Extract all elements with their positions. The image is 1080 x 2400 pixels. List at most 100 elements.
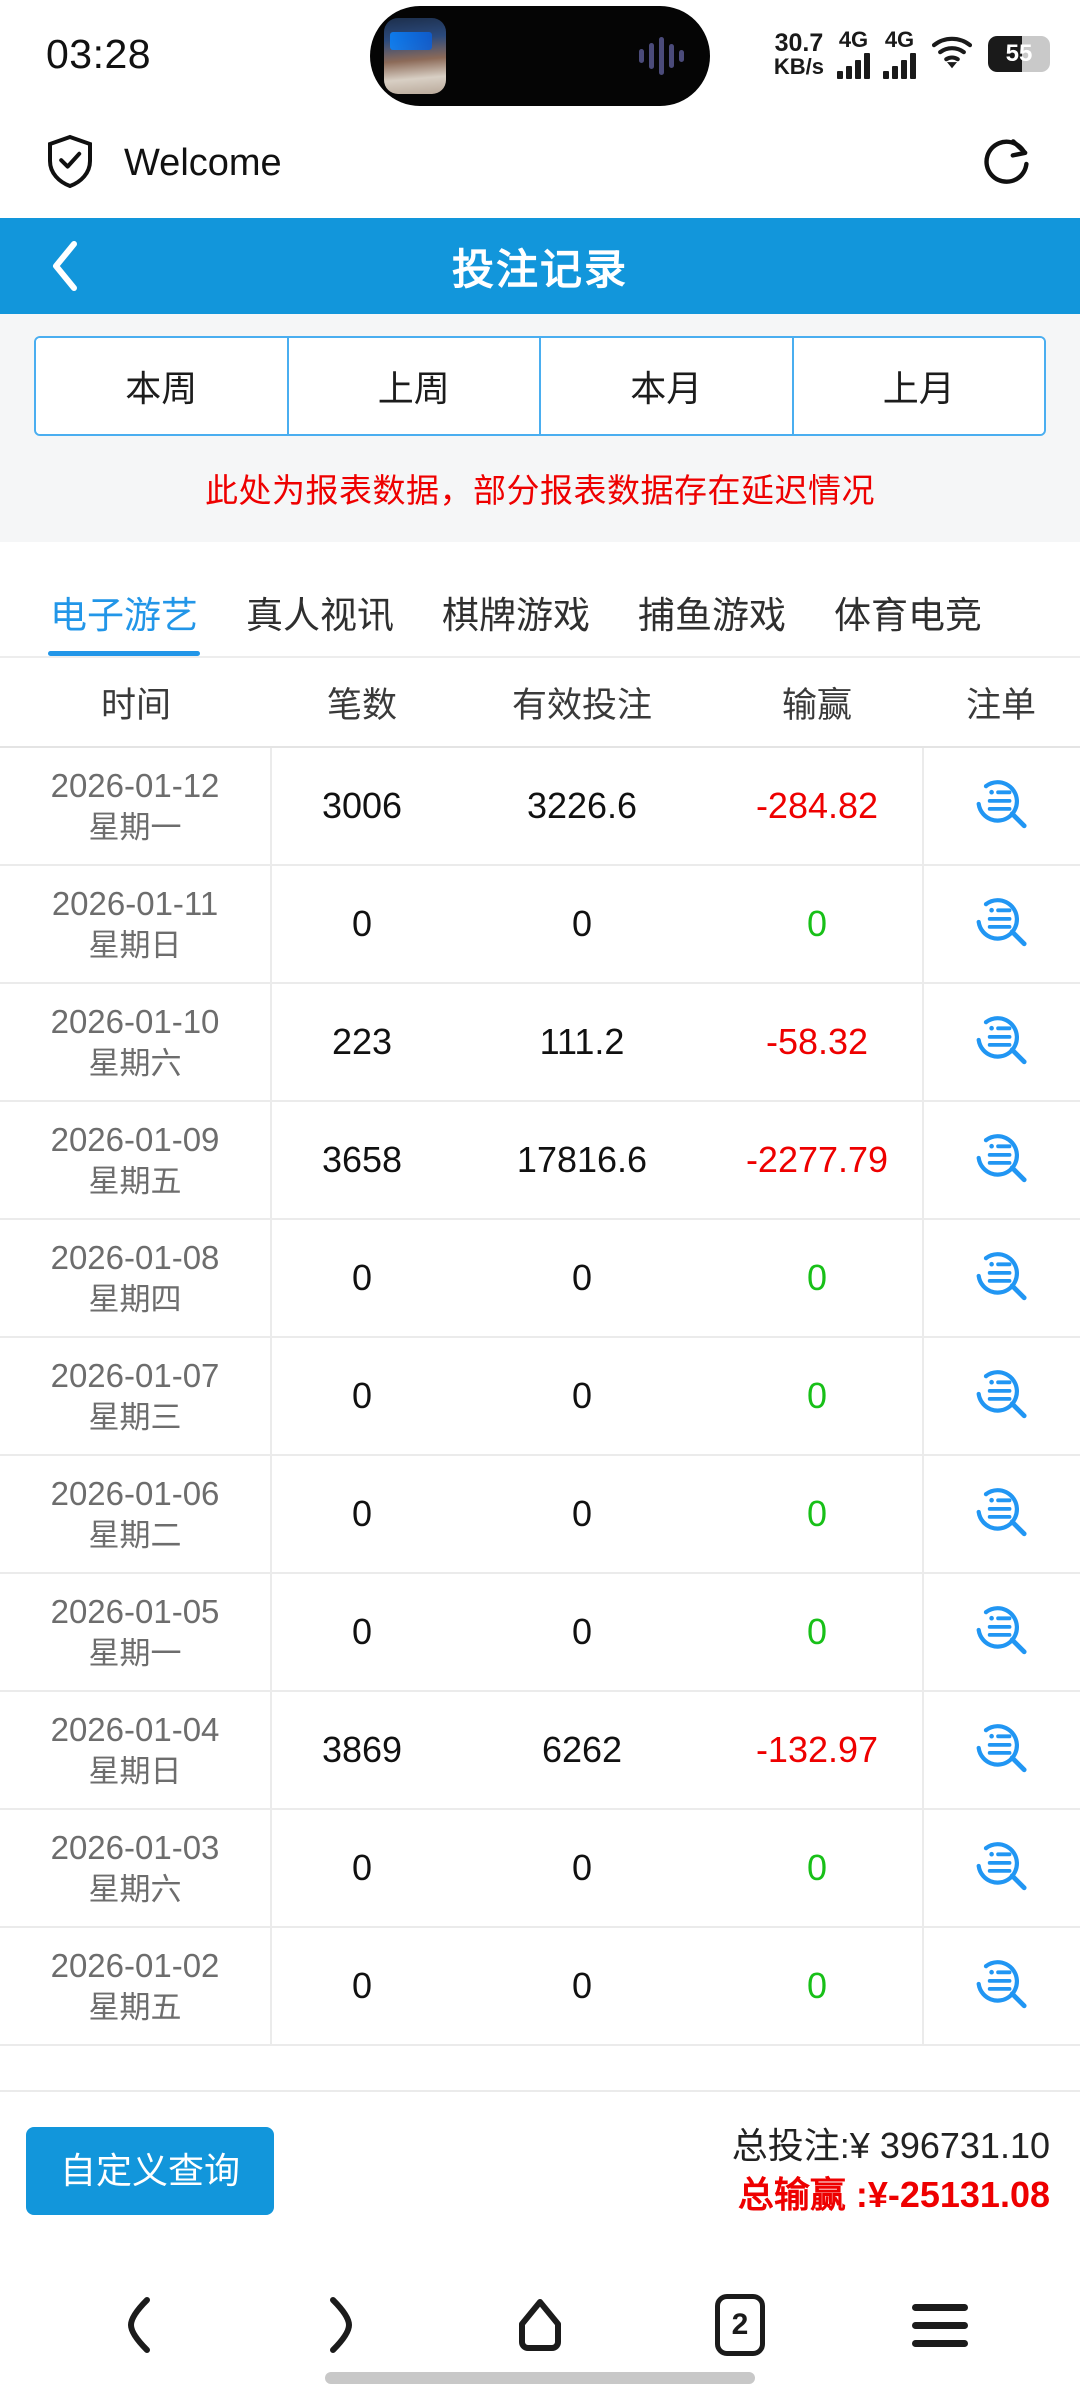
app-header: 投注记录 — [0, 218, 1080, 314]
media-thumbnail-icon — [384, 18, 446, 94]
game-category-tabs[interactable]: 电子游艺 真人视讯 棋牌游戏 捕鱼游戏 体育电竞 — [0, 542, 1080, 658]
nav-forward-button[interactable] — [295, 2280, 385, 2370]
cell-order-detail[interactable] — [922, 1220, 1080, 1336]
cell-valid-bet: 0 — [571, 1493, 593, 1534]
nav-back-button[interactable] — [95, 2280, 185, 2370]
cell-valid-bet: 0 — [571, 1847, 593, 1888]
sim2-network-label: 4G — [884, 27, 915, 52]
cell-order-detail[interactable] — [922, 1928, 1080, 2044]
cell-valid-bet: 0 — [571, 1375, 593, 1416]
order-search-icon[interactable] — [973, 1719, 1031, 1782]
shield-check-icon[interactable] — [44, 133, 96, 194]
order-search-icon[interactable] — [973, 1837, 1031, 1900]
order-search-icon[interactable] — [973, 1011, 1031, 1074]
row-weekday: 星期日 — [88, 928, 182, 963]
row-date: 2026-01-08 — [50, 1239, 220, 1276]
custom-query-button[interactable]: 自定义查询 — [26, 2127, 275, 2215]
row-date: 2026-01-06 — [50, 1475, 220, 1512]
cell-profit-loss: -132.97 — [755, 1729, 879, 1770]
dynamic-island[interactable] — [370, 6, 710, 106]
table-row[interactable]: 2026-01-04 星期日 3869 6262 -132.97 — [0, 1692, 1080, 1810]
order-search-icon[interactable] — [973, 1601, 1031, 1664]
row-weekday: 星期日 — [88, 1754, 182, 1789]
cell-count: 0 — [351, 1847, 373, 1888]
refresh-icon[interactable] — [980, 133, 1036, 194]
tab-sports-esports[interactable]: 体育电竞 — [834, 595, 982, 636]
order-search-icon[interactable] — [973, 1365, 1031, 1428]
table-row[interactable]: 2026-01-05 星期一 0 0 0 — [0, 1574, 1080, 1692]
signal-icon-sim1: 4G — [837, 29, 870, 79]
row-weekday: 星期六 — [88, 1872, 182, 1907]
cell-count: 3869 — [321, 1729, 403, 1770]
order-search-icon[interactable] — [973, 1129, 1031, 1192]
range-button-last-month[interactable]: 上月 — [793, 338, 1044, 434]
order-search-icon[interactable] — [973, 1247, 1031, 1310]
menu-icon — [912, 2303, 968, 2347]
cell-valid-bet: 0 — [571, 1611, 593, 1652]
row-weekday: 星期五 — [88, 1990, 182, 2025]
cell-valid-bet: 17816.6 — [516, 1139, 648, 1180]
cell-order-detail[interactable] — [922, 1102, 1080, 1218]
order-search-icon[interactable] — [973, 1955, 1031, 2018]
cell-profit-loss: 0 — [806, 1375, 828, 1416]
tab-fishing-games[interactable]: 捕鱼游戏 — [638, 595, 786, 636]
range-button-this-month[interactable]: 本月 — [541, 338, 794, 434]
cell-time: 2026-01-11 星期日 — [0, 866, 272, 982]
cell-order-detail[interactable] — [922, 1338, 1080, 1454]
cell-profit-loss: 0 — [806, 1257, 828, 1298]
table-row[interactable]: 2026-01-11 星期日 0 0 0 — [0, 866, 1080, 984]
table-row[interactable]: 2026-01-07 星期三 0 0 0 — [0, 1338, 1080, 1456]
table-row[interactable]: 2026-01-09 星期五 3658 17816.6 -2277.79 — [0, 1102, 1080, 1220]
cell-count: 223 — [331, 1021, 393, 1062]
table-row[interactable]: 2026-01-10 星期六 223 111.2 -58.32 — [0, 984, 1080, 1102]
cell-order-detail[interactable] — [922, 866, 1080, 982]
back-button[interactable] — [36, 236, 96, 296]
cell-order-detail[interactable] — [922, 748, 1080, 864]
row-date: 2026-01-09 — [50, 1121, 220, 1158]
table-row[interactable]: 2026-01-02 星期五 0 0 0 — [0, 1928, 1080, 2046]
order-search-icon[interactable] — [973, 1483, 1031, 1546]
cell-order-detail[interactable] — [922, 1456, 1080, 1572]
cell-profit-loss: 0 — [806, 1611, 828, 1652]
cell-valid-bet: 111.2 — [539, 1021, 625, 1062]
cell-count: 3006 — [321, 785, 403, 826]
nav-tabs-button[interactable]: 2 — [695, 2280, 785, 2370]
tab-electronic-games[interactable]: 电子游艺 — [26, 597, 222, 656]
cell-profit-loss: 0 — [806, 1493, 828, 1534]
range-button-this-week[interactable]: 本周 — [36, 338, 289, 434]
cell-count: 0 — [351, 1493, 373, 1534]
status-clock: 03:28 — [46, 30, 152, 77]
tab-live-casino[interactable]: 真人视讯 — [246, 595, 394, 636]
order-search-icon[interactable] — [973, 775, 1031, 838]
cell-order-detail[interactable] — [922, 1574, 1080, 1690]
cell-valid-bet: 0 — [571, 1257, 593, 1298]
cell-profit-loss: 0 — [806, 1847, 828, 1888]
cell-order-detail[interactable] — [922, 984, 1080, 1100]
table-row[interactable]: 2026-01-08 星期四 0 0 0 — [0, 1220, 1080, 1338]
status-bar: 03:28 30.7 KB/s 4G 4G — [0, 0, 1080, 108]
network-speed-unit: KB/s — [773, 53, 824, 79]
column-header-order: 注单 — [965, 685, 1036, 725]
cell-time: 2026-01-10 星期六 — [0, 984, 272, 1100]
battery-icon: 55 — [988, 36, 1050, 72]
row-date: 2026-01-11 — [51, 885, 219, 922]
nav-menu-button[interactable] — [895, 2280, 985, 2370]
table-row[interactable]: 2026-01-06 星期二 0 0 0 — [0, 1456, 1080, 1574]
cell-time: 2026-01-12 星期一 — [0, 748, 272, 864]
tab-card-games[interactable]: 棋牌游戏 — [442, 595, 590, 636]
order-search-icon[interactable] — [973, 893, 1031, 956]
column-header-profit-loss: 输赢 — [781, 685, 852, 725]
cell-order-detail[interactable] — [922, 1692, 1080, 1808]
cell-time: 2026-01-02 星期五 — [0, 1928, 272, 2044]
cell-time: 2026-01-08 星期四 — [0, 1220, 272, 1336]
column-header-count: 笔数 — [326, 685, 397, 725]
audio-waveform-icon — [639, 36, 684, 76]
table-row[interactable]: 2026-01-03 星期六 0 0 0 — [0, 1810, 1080, 1928]
nav-home-button[interactable] — [495, 2280, 585, 2370]
table-row[interactable]: 2026-01-12 星期一 3006 3226.6 -284.82 — [0, 748, 1080, 866]
column-header-valid-bet: 有效投注 — [511, 685, 652, 725]
cell-order-detail[interactable] — [922, 1810, 1080, 1926]
range-button-last-week[interactable]: 上周 — [288, 338, 541, 434]
cell-valid-bet: 6262 — [541, 1729, 623, 1770]
